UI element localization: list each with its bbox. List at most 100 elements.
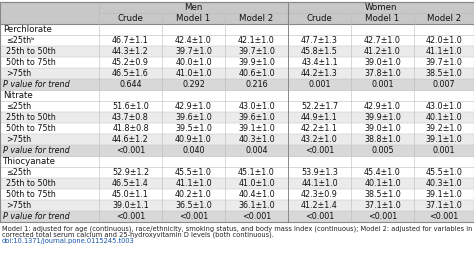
- Text: 0.004: 0.004: [245, 146, 268, 155]
- Text: 52.9±1.2: 52.9±1.2: [112, 168, 149, 177]
- Text: 43.4±1.1: 43.4±1.1: [301, 58, 338, 67]
- Text: <0.001: <0.001: [116, 146, 145, 155]
- Text: <0.001: <0.001: [368, 212, 397, 221]
- Text: 0.001: 0.001: [308, 80, 331, 89]
- Text: <0.001: <0.001: [179, 212, 208, 221]
- Text: Nitrate: Nitrate: [3, 91, 33, 100]
- Text: 42.9±1.0: 42.9±1.0: [364, 102, 401, 111]
- Text: 37.8±1.0: 37.8±1.0: [364, 69, 401, 78]
- Text: 44.1±1.0: 44.1±1.0: [301, 179, 338, 188]
- Text: 25th to 50th: 25th to 50th: [6, 113, 56, 122]
- Bar: [0, 13, 474, 24]
- Bar: [0, 189, 474, 200]
- Text: 43.7±0.8: 43.7±0.8: [112, 113, 149, 122]
- Text: 52.2±1.7: 52.2±1.7: [301, 102, 338, 111]
- Text: 43.0±1.0: 43.0±1.0: [238, 102, 275, 111]
- Bar: [0, 35, 474, 46]
- Bar: [0, 200, 474, 211]
- Text: 39.7±1.0: 39.7±1.0: [426, 58, 463, 67]
- Text: 39.6±1.0: 39.6±1.0: [238, 113, 275, 122]
- Text: 38.5±1.0: 38.5±1.0: [364, 190, 401, 199]
- Text: 37.1±1.0: 37.1±1.0: [426, 201, 462, 210]
- Text: 41.1±1.0: 41.1±1.0: [175, 179, 212, 188]
- Text: 42.1±1.0: 42.1±1.0: [238, 36, 275, 45]
- Text: <0.001: <0.001: [305, 146, 334, 155]
- Text: 44.2±1.3: 44.2±1.3: [301, 69, 338, 78]
- Text: 44.6±1.2: 44.6±1.2: [112, 135, 149, 144]
- Text: 40.1±1.0: 40.1±1.0: [426, 113, 462, 122]
- Text: <0.001: <0.001: [429, 212, 459, 221]
- Text: 40.4±1.0: 40.4±1.0: [238, 190, 275, 199]
- Text: <0.001: <0.001: [116, 212, 145, 221]
- Text: 45.2±0.9: 45.2±0.9: [112, 58, 149, 67]
- Text: Model 1: Model 1: [365, 14, 400, 23]
- Text: 42.0±1.0: 42.0±1.0: [426, 36, 462, 45]
- Text: Men: Men: [184, 3, 203, 12]
- Text: >75th: >75th: [6, 69, 31, 78]
- Text: Perchlorate: Perchlorate: [3, 25, 52, 34]
- Text: 44.3±1.2: 44.3±1.2: [112, 47, 149, 56]
- Text: 41.1±1.0: 41.1±1.0: [426, 47, 462, 56]
- Text: 40.2±1.0: 40.2±1.0: [175, 190, 212, 199]
- Text: Model 1: adjusted for age (continuous), race/ethnicity, smoking status, and body: Model 1: adjusted for age (continuous), …: [2, 225, 474, 232]
- Text: 39.0±1.1: 39.0±1.1: [112, 201, 149, 210]
- Text: 50th to 75th: 50th to 75th: [6, 190, 56, 199]
- Text: 42.7±1.0: 42.7±1.0: [364, 36, 401, 45]
- Text: 43.0±1.0: 43.0±1.0: [426, 102, 462, 111]
- Bar: [0, 134, 474, 145]
- Text: 37.1±1.0: 37.1±1.0: [364, 201, 401, 210]
- Text: 46.7±1.1: 46.7±1.1: [112, 36, 149, 45]
- Bar: [0, 79, 474, 90]
- Text: Model 2: Model 2: [239, 14, 273, 23]
- Text: 41.2±1.4: 41.2±1.4: [301, 201, 338, 210]
- Text: P value for trend: P value for trend: [3, 212, 70, 221]
- Text: 42.2±1.1: 42.2±1.1: [301, 124, 338, 133]
- Text: 0.292: 0.292: [182, 80, 205, 89]
- Text: 45.0±1.1: 45.0±1.1: [112, 190, 149, 199]
- Text: 51.6±1.0: 51.6±1.0: [112, 102, 149, 111]
- Text: 40.6±1.0: 40.6±1.0: [238, 69, 275, 78]
- Text: Crude: Crude: [307, 14, 332, 23]
- Bar: [0, 112, 474, 123]
- Text: 50th to 75th: 50th to 75th: [6, 58, 56, 67]
- Bar: [0, 101, 474, 112]
- Text: 40.3±1.0: 40.3±1.0: [426, 179, 462, 188]
- Text: Model 2: Model 2: [427, 14, 461, 23]
- Text: Crude: Crude: [118, 14, 144, 23]
- Text: 41.8±0.8: 41.8±0.8: [112, 124, 149, 133]
- Text: 36.5±1.0: 36.5±1.0: [175, 201, 212, 210]
- Bar: [0, 123, 474, 134]
- Text: ≤25th: ≤25th: [6, 102, 31, 111]
- Text: Thiocyanate: Thiocyanate: [3, 157, 56, 166]
- Text: 39.9±1.0: 39.9±1.0: [364, 113, 401, 122]
- Text: 43.2±1.0: 43.2±1.0: [301, 135, 338, 144]
- Text: Women: Women: [365, 3, 397, 12]
- Text: 46.5±1.6: 46.5±1.6: [112, 69, 149, 78]
- Text: 40.3±1.0: 40.3±1.0: [238, 135, 275, 144]
- Text: 45.1±1.0: 45.1±1.0: [238, 168, 275, 177]
- Text: 0.001: 0.001: [371, 80, 394, 89]
- Bar: [0, 178, 474, 189]
- Text: P value for trend: P value for trend: [3, 146, 70, 155]
- Text: 38.5±1.0: 38.5±1.0: [426, 69, 462, 78]
- Text: 40.1±1.0: 40.1±1.0: [364, 179, 401, 188]
- Text: 0.644: 0.644: [119, 80, 142, 89]
- Bar: [0, 68, 474, 79]
- Text: Model 1: Model 1: [176, 14, 210, 23]
- Text: 39.1±1.0: 39.1±1.0: [426, 135, 462, 144]
- Bar: [0, 57, 474, 68]
- Text: 40.9±1.0: 40.9±1.0: [175, 135, 212, 144]
- Text: 42.4±1.0: 42.4±1.0: [175, 36, 212, 45]
- Bar: [0, 90, 474, 101]
- Text: <0.001: <0.001: [242, 212, 271, 221]
- Text: 41.2±1.0: 41.2±1.0: [364, 47, 401, 56]
- Bar: [0, 2, 474, 13]
- Text: 45.4±1.0: 45.4±1.0: [364, 168, 401, 177]
- Text: 50th to 75th: 50th to 75th: [6, 124, 56, 133]
- Text: 44.9±1.1: 44.9±1.1: [301, 113, 338, 122]
- Bar: [0, 24, 474, 35]
- Text: 38.8±1.0: 38.8±1.0: [364, 135, 401, 144]
- Text: 39.1±1.0: 39.1±1.0: [238, 124, 275, 133]
- Bar: [0, 156, 474, 167]
- Text: 42.3±0.9: 42.3±0.9: [301, 190, 338, 199]
